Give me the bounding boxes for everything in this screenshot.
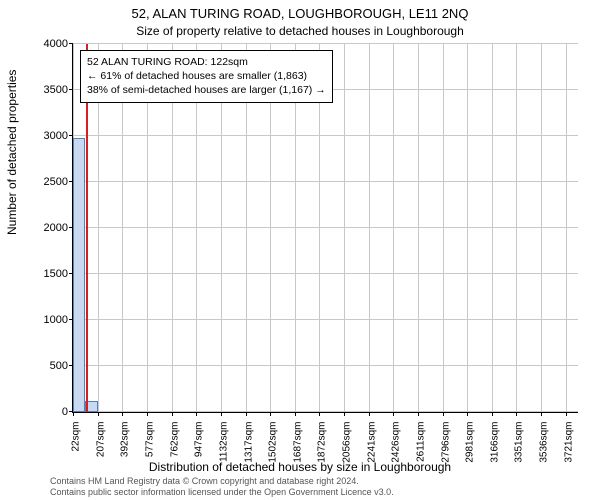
gridline-vertical	[467, 44, 468, 412]
gridline-horizontal	[73, 227, 578, 228]
gridline-vertical	[344, 44, 345, 412]
annotation-box: 52 ALAN TURING ROAD: 122sqm ← 61% of det…	[80, 50, 333, 103]
annotation-line-3: 38% of semi-detached houses are larger (…	[87, 83, 326, 97]
chart-subtitle: Size of property relative to detached ho…	[0, 24, 600, 38]
x-tick-mark	[73, 412, 74, 416]
footer-line-2: Contains public sector information licen…	[50, 487, 394, 498]
x-tick-mark	[98, 412, 99, 416]
x-tick-mark	[566, 412, 567, 416]
x-tick-mark	[172, 412, 173, 416]
gridline-horizontal	[73, 273, 578, 274]
gridline-vertical	[393, 44, 394, 412]
x-tick-mark	[319, 412, 320, 416]
gridline-horizontal	[73, 43, 578, 44]
x-tick-mark	[344, 412, 345, 416]
gridline-horizontal	[73, 411, 578, 412]
gridline-vertical	[418, 44, 419, 412]
y-tick-label: 1500	[18, 268, 68, 280]
y-tick-label: 2500	[18, 176, 68, 188]
y-tick-label: 500	[18, 360, 68, 372]
x-tick-mark	[516, 412, 517, 416]
x-tick-mark	[221, 412, 222, 416]
y-tick-label: 0	[18, 406, 68, 418]
gridline-horizontal	[73, 181, 578, 182]
gridline-vertical	[443, 44, 444, 412]
histogram-bar	[73, 138, 85, 412]
x-tick-mark	[295, 412, 296, 416]
footer-attribution: Contains HM Land Registry data © Crown c…	[50, 476, 394, 498]
annotation-line-2: ← 61% of detached houses are smaller (1,…	[87, 69, 326, 83]
gridline-vertical	[566, 44, 567, 412]
x-tick-mark	[369, 412, 370, 416]
x-tick-mark	[393, 412, 394, 416]
chart-container: 52, ALAN TURING ROAD, LOUGHBOROUGH, LE11…	[0, 0, 600, 500]
x-tick-mark	[541, 412, 542, 416]
gridline-horizontal	[73, 365, 578, 366]
x-tick-mark	[492, 412, 493, 416]
x-tick-mark	[467, 412, 468, 416]
x-tick-mark	[443, 412, 444, 416]
y-tick-label: 1000	[18, 314, 68, 326]
x-tick-mark	[196, 412, 197, 416]
x-tick-mark	[418, 412, 419, 416]
x-axis-label: Distribution of detached houses by size …	[0, 460, 600, 474]
y-tick-label: 4000	[18, 38, 68, 50]
gridline-vertical	[369, 44, 370, 412]
x-tick-mark	[147, 412, 148, 416]
gridline-horizontal	[73, 135, 578, 136]
y-tick-label: 2000	[18, 222, 68, 234]
gridline-horizontal	[73, 319, 578, 320]
y-tick-label: 3500	[18, 84, 68, 96]
x-tick-mark	[270, 412, 271, 416]
footer-line-1: Contains HM Land Registry data © Crown c…	[50, 476, 394, 487]
gridline-vertical	[541, 44, 542, 412]
gridline-vertical	[516, 44, 517, 412]
x-tick-mark	[246, 412, 247, 416]
x-tick-mark	[122, 412, 123, 416]
chart-title: 52, ALAN TURING ROAD, LOUGHBOROUGH, LE11…	[0, 6, 600, 21]
y-tick-label: 3000	[18, 130, 68, 142]
gridline-vertical	[492, 44, 493, 412]
y-axis-label: Number of detached properties	[5, 70, 19, 235]
annotation-line-1: 52 ALAN TURING ROAD: 122sqm	[87, 55, 326, 69]
